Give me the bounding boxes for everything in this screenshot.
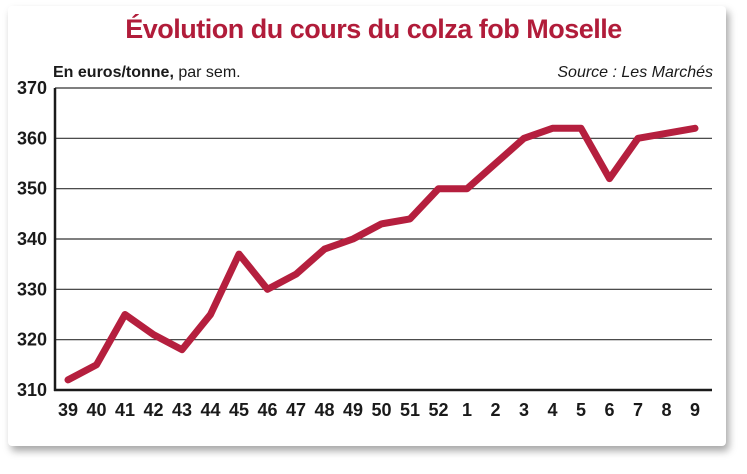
y-tick-label: 370 — [17, 78, 47, 98]
y-tick-label: 360 — [17, 128, 47, 148]
y-unit-label-bold: En euros/tonne, — [53, 64, 174, 81]
grid-lines — [55, 87, 712, 341]
series — [64, 124, 699, 384]
x-tick-label: 44 — [200, 400, 220, 420]
x-tick-label: 3 — [519, 400, 529, 420]
y-unit-label-rest: par sem. — [173, 64, 241, 81]
x-tick-labels: 39 40 41 42 43 44 45 46 47 48 49 50 51 52 1 2 3 4 5 6 7 8 9 — [58, 400, 700, 420]
chart-card — [8, 6, 726, 446]
x-tick-label: 45 — [229, 400, 249, 420]
axes — [53, 88, 712, 392]
y-tick-label: 340 — [17, 229, 47, 249]
x-tick-label: 49 — [343, 400, 363, 420]
x-tick-label: 41 — [115, 400, 135, 420]
x-tick-label: 4 — [547, 400, 557, 420]
x-tick-label: 43 — [172, 400, 192, 420]
x-tick-label: 46 — [257, 400, 277, 420]
y-tick-label: 310 — [17, 380, 47, 400]
x-tick-label: 7 — [633, 400, 643, 420]
y-unit-label: En euros/tonne, par sem. — [53, 64, 241, 82]
x-tick-label: 51 — [400, 400, 420, 420]
chart-title: Évolution du cours du colza fob Moselle — [125, 14, 622, 44]
x-tick-label: 47 — [286, 400, 306, 420]
x-tick-label: 50 — [371, 400, 391, 420]
x-tick-label: 48 — [314, 400, 334, 420]
x-tick-label: 40 — [86, 400, 106, 420]
source-note: Source : Les Marchés — [557, 64, 713, 81]
x-tick-label: 39 — [58, 400, 78, 420]
series-line-0 — [64, 124, 699, 384]
x-tick-label: 2 — [490, 400, 500, 420]
x-tick-label: 8 — [661, 400, 671, 420]
x-tick-label: 52 — [428, 400, 448, 420]
y-tick-label: 330 — [17, 279, 47, 299]
x-tick-label: 1 — [462, 400, 472, 420]
x-tick-label: 42 — [143, 400, 163, 420]
x-tick-label: 6 — [604, 400, 614, 420]
y-tick-label: 320 — [17, 330, 47, 350]
y-tick-label: 350 — [17, 179, 47, 199]
x-tick-label: 9 — [690, 400, 700, 420]
x-tick-label: 5 — [576, 400, 586, 420]
y-tick-labels: 310 320 330 340 350 360 370 — [17, 78, 47, 400]
